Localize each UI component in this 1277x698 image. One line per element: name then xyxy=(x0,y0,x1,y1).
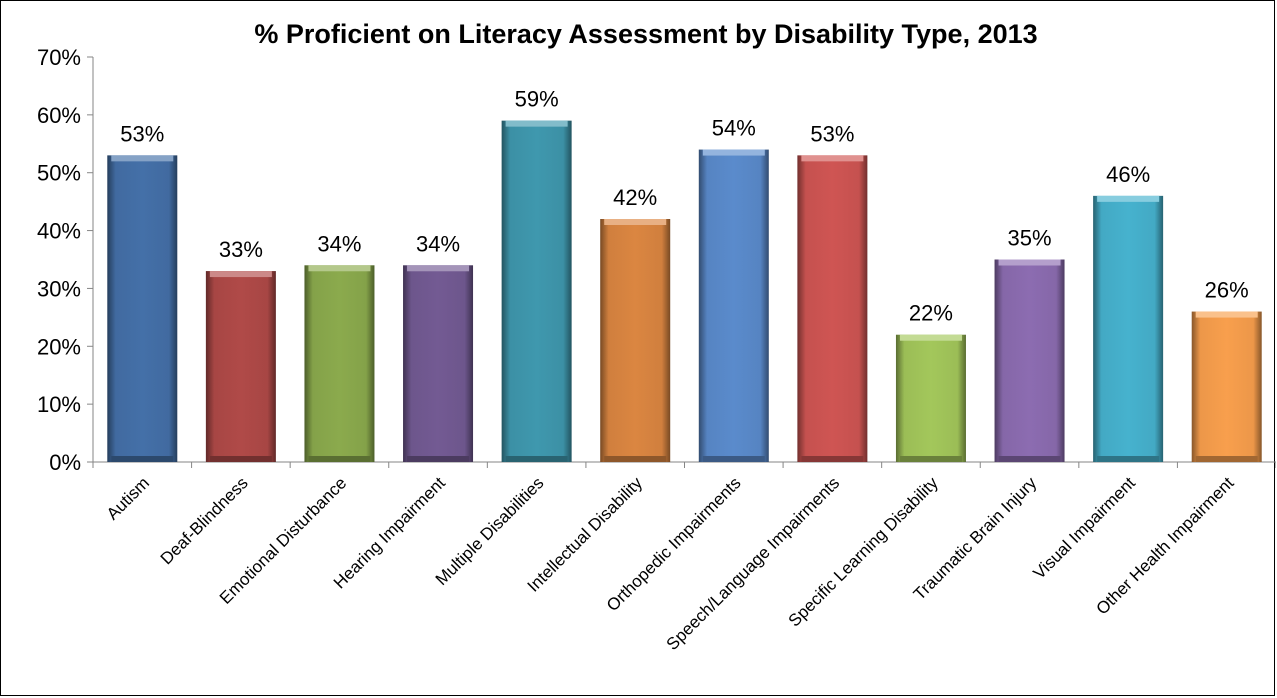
bar-bottom-bevel xyxy=(209,456,272,462)
bar xyxy=(1191,311,1262,462)
bar xyxy=(797,155,868,462)
category-label: Multiple Disabilities xyxy=(432,473,548,589)
bar xyxy=(994,259,1065,462)
bar-top-bevel xyxy=(1097,195,1160,202)
bar-top-bevel xyxy=(604,219,667,225)
bar xyxy=(403,265,474,462)
y-tick-label: 50% xyxy=(37,161,81,186)
bar-bottom-bevel xyxy=(998,456,1061,462)
data-label: 35% xyxy=(1008,226,1052,251)
bar-top-bevel xyxy=(308,265,371,272)
bar xyxy=(1093,195,1164,462)
bar-bottom-bevel xyxy=(801,456,864,462)
data-label: 26% xyxy=(1205,278,1249,303)
axis-layer: 0% 10% 20% 30% 40% 50% 60% 70% xyxy=(37,45,1276,475)
y-tick-label: 30% xyxy=(37,276,81,301)
category-label: Hearing Impairment xyxy=(330,473,449,592)
bar-bottom-bevel xyxy=(899,456,962,462)
bar-top-bevel xyxy=(801,155,864,162)
category-label: Autism xyxy=(103,473,153,523)
bar xyxy=(205,271,276,462)
data-label: 42% xyxy=(613,185,657,210)
category-label: Speech/Language Impairments xyxy=(663,473,844,654)
bar-top-bevel xyxy=(209,271,272,278)
data-label: 53% xyxy=(120,121,164,146)
y-tick-label: 60% xyxy=(37,103,81,128)
chart-title: % Proficient on Literacy Assessment by D… xyxy=(254,19,1038,49)
bar xyxy=(501,120,572,463)
bar-bottom-bevel xyxy=(308,456,371,462)
category-label: Deaf-Blindness xyxy=(157,473,252,568)
bar-bottom-bevel xyxy=(111,456,174,462)
bar xyxy=(698,149,769,463)
bar-top-bevel xyxy=(1195,311,1258,318)
data-label: 59% xyxy=(515,87,559,112)
bar xyxy=(304,265,375,462)
y-tick-label: 20% xyxy=(37,334,81,359)
bar-top-bevel xyxy=(505,120,568,127)
bar-bottom-bevel xyxy=(505,456,568,462)
category-label: Visual Impairment xyxy=(1030,473,1140,583)
bar xyxy=(895,334,966,462)
data-label: 22% xyxy=(909,301,953,326)
data-label: 53% xyxy=(810,121,854,146)
data-label: 34% xyxy=(416,231,460,256)
data-label: 54% xyxy=(712,116,756,141)
y-tick-label: 10% xyxy=(37,392,81,417)
data-label: 34% xyxy=(317,231,361,256)
bar-top-bevel xyxy=(111,155,174,162)
data-label: 46% xyxy=(1106,162,1150,187)
bar-bottom-bevel xyxy=(1097,456,1160,462)
bar-top-bevel xyxy=(407,265,470,272)
y-tick-label: 40% xyxy=(37,219,81,244)
y-tick-label: 70% xyxy=(37,45,81,70)
bar-bottom-bevel xyxy=(604,456,667,462)
bar-layer xyxy=(107,120,1262,463)
bar-bottom-bevel xyxy=(1195,456,1258,462)
bar-top-bevel xyxy=(899,334,962,341)
data-label: 33% xyxy=(219,237,263,262)
bar-bottom-bevel xyxy=(702,456,765,462)
bar xyxy=(107,155,178,462)
bar-top-bevel xyxy=(998,259,1061,266)
bar-bottom-bevel xyxy=(407,456,470,462)
y-tick-label: 0% xyxy=(49,450,81,475)
bar xyxy=(600,219,671,462)
bar-top-bevel xyxy=(702,149,765,156)
